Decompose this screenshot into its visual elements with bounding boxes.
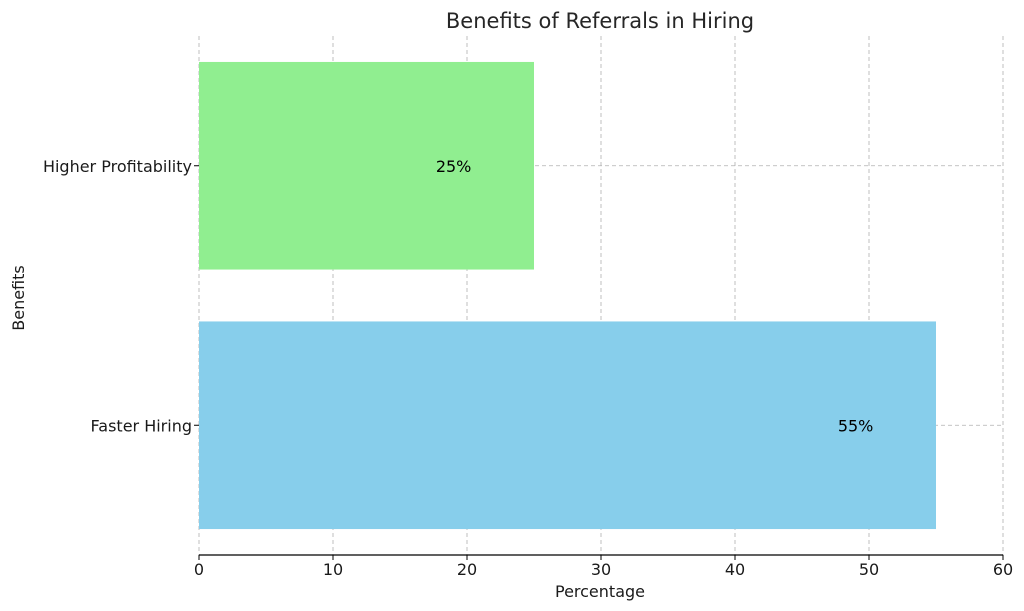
x-tick-label: 50 xyxy=(859,560,879,579)
data-label: 55% xyxy=(838,416,874,435)
x-tick-label: 30 xyxy=(591,560,611,579)
y-tick-label: Faster Hiring xyxy=(91,416,192,435)
y-axis-label: Benefits xyxy=(9,265,28,331)
x-tick-label: 0 xyxy=(194,560,204,579)
data-label: 25% xyxy=(436,157,472,176)
x-tick-label: 10 xyxy=(323,560,343,579)
x-tick-label: 40 xyxy=(725,560,745,579)
bar-faster-hiring xyxy=(199,321,936,530)
bars xyxy=(199,61,936,530)
chart-title: Benefits of Referrals in Hiring xyxy=(446,9,754,33)
axes: 0 10 20 30 40 50 60 Faster Hiring Higher Profita… xyxy=(43,157,1013,579)
y-tick-label: Higher Profitability xyxy=(43,157,192,176)
x-axis-label: Percentage xyxy=(555,582,645,601)
data-labels: 55% 25% xyxy=(436,157,874,436)
x-tick-label: 60 xyxy=(993,560,1013,579)
x-tick-label: 20 xyxy=(457,560,477,579)
bar-higher-profitability xyxy=(199,61,534,270)
